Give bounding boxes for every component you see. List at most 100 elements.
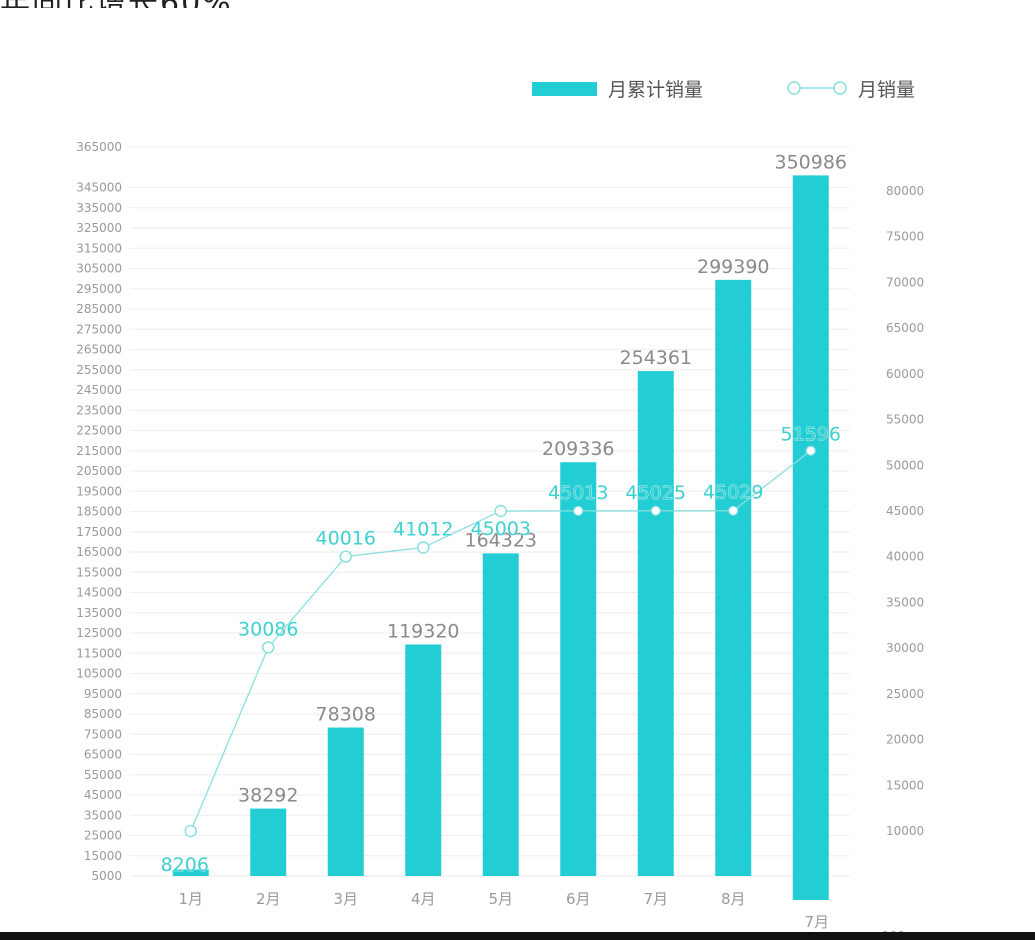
line-value-label: 41012 (393, 518, 453, 540)
x-category-label: 7月 (804, 913, 829, 931)
left-tick-label: 175000 (76, 525, 122, 539)
left-tick-label: 115000 (76, 646, 122, 660)
line-point (262, 641, 275, 654)
left-tick-label: 85000 (84, 707, 122, 721)
line-point (728, 505, 739, 516)
line-value-label: 45029 (703, 482, 763, 504)
bar-value-label: 254361 (619, 347, 692, 369)
bar (327, 727, 364, 876)
bar (560, 462, 597, 876)
line-value-label: 30086 (238, 618, 298, 640)
left-tick-label: 195000 (76, 484, 122, 498)
x-category-label: 1月 (178, 890, 203, 908)
bar (637, 371, 674, 876)
left-tick-label: 25000 (84, 829, 122, 843)
left-tick-label: 125000 (76, 626, 122, 640)
left-tick-label: 285000 (76, 302, 122, 316)
right-tick-label: 40000 (886, 550, 924, 564)
bar (482, 553, 519, 876)
left-tick-label: 15000 (84, 849, 122, 863)
left-tick-label: 205000 (76, 464, 122, 478)
bar (792, 175, 829, 900)
x-axis-categories: 1月 2月 3月 4月 5月 6月 7月 8月 7月 (178, 890, 829, 931)
left-tick-label: 335000 (76, 201, 122, 215)
right-tick-label: 30000 (886, 641, 924, 655)
right-tick-label: 60000 (886, 367, 924, 381)
left-tick-label: 5000 (91, 869, 122, 883)
left-tick-label: 265000 (76, 343, 122, 357)
right-tick-label: 70000 (886, 275, 924, 289)
x-category-label: 5月 (488, 890, 513, 908)
left-tick-label: 165000 (76, 545, 122, 559)
left-tick-label: 75000 (84, 727, 122, 741)
bar-value-label: 350986 (774, 151, 847, 173)
line-point (805, 445, 816, 456)
left-tick-label: 55000 (84, 768, 122, 782)
line-value-label: 45013 (548, 482, 608, 504)
bar-value-label: 8206 (161, 854, 209, 876)
bottom-border (0, 932, 1035, 940)
left-tick-label: 35000 (84, 808, 122, 822)
bar-value-label: 299390 (697, 256, 770, 278)
left-tick-label: 245000 (76, 383, 122, 397)
x-category-label: 6月 (566, 890, 591, 908)
header-fragment: 年同比增长60% (0, 0, 280, 8)
legend-line-marker-right (833, 81, 847, 95)
line-point (417, 541, 430, 554)
left-tick-label: 235000 (76, 403, 122, 417)
bar-value-label: 119320 (387, 621, 460, 643)
left-tick-label: 95000 (84, 687, 122, 701)
line-point (573, 505, 584, 516)
line-point (494, 504, 507, 518)
left-tick-label: 345000 (76, 181, 122, 195)
bar (715, 279, 752, 877)
bar-value-label: 209336 (542, 438, 615, 460)
legend-bar-swatch (532, 82, 597, 96)
right-tick-label: 35000 (886, 595, 924, 609)
line-value-label: 45025 (626, 482, 686, 504)
left-tick-label: 295000 (76, 282, 122, 296)
bar-value-label: 78308 (316, 704, 376, 726)
x-category-label: 8月 (721, 890, 746, 908)
legend-line-label: 月销量 (858, 79, 915, 101)
left-tick-label: 315000 (76, 241, 122, 255)
left-tick-label: 255000 (76, 363, 122, 377)
line-series (184, 445, 816, 838)
right-tick-label: 75000 (886, 230, 924, 244)
right-tick-label: 10000 (886, 824, 924, 838)
left-tick-label: 225000 (76, 424, 122, 438)
line-point (184, 824, 197, 838)
left-tick-label: 185000 (76, 505, 122, 519)
bar (172, 869, 209, 876)
left-tick-label: 65000 (84, 748, 122, 762)
left-tick-label: 135000 (76, 606, 122, 620)
right-tick-label: 15000 (886, 778, 924, 792)
bar (405, 644, 442, 876)
right-y-axis: 10000 15000 20000 25000 30000 35000 40000 45000… (886, 184, 924, 838)
left-tick-label: 275000 (76, 322, 122, 336)
x-category-label: 4月 (411, 890, 436, 908)
right-tick-label: 80000 (886, 184, 924, 198)
x-category-label: 7月 (643, 890, 668, 908)
right-tick-label: 20000 (886, 733, 924, 747)
right-tick-label: 65000 (886, 321, 924, 335)
left-tick-label: 325000 (76, 221, 122, 235)
left-y-axis: 5000 15000 25000 35000 45000 55000 65000 75000 8… (76, 140, 122, 883)
bar (250, 808, 287, 876)
x-category-label: 3月 (333, 890, 358, 908)
line-point (339, 550, 352, 563)
left-tick-label: 215000 (76, 444, 122, 458)
right-tick-label: 55000 (886, 413, 924, 427)
left-tick-label: 145000 (76, 586, 122, 600)
right-tick-label: 25000 (886, 687, 924, 701)
bar-value-label: 164323 (464, 529, 537, 551)
bar-labels: 8206 38292 78308 119320 164323 209336 254361 29… (160, 151, 847, 876)
left-tick-label: 305000 (76, 262, 122, 276)
line-value-label: 51596 (781, 424, 841, 446)
left-tick-label: 365000 (76, 140, 122, 154)
right-tick-label: 50000 (886, 458, 924, 472)
x-category-label: 2月 (256, 890, 281, 908)
legend: 月累计销量 月销量 (532, 79, 915, 101)
bar-series (172, 175, 829, 900)
legend-bar-label: 月累计销量 (608, 79, 703, 101)
